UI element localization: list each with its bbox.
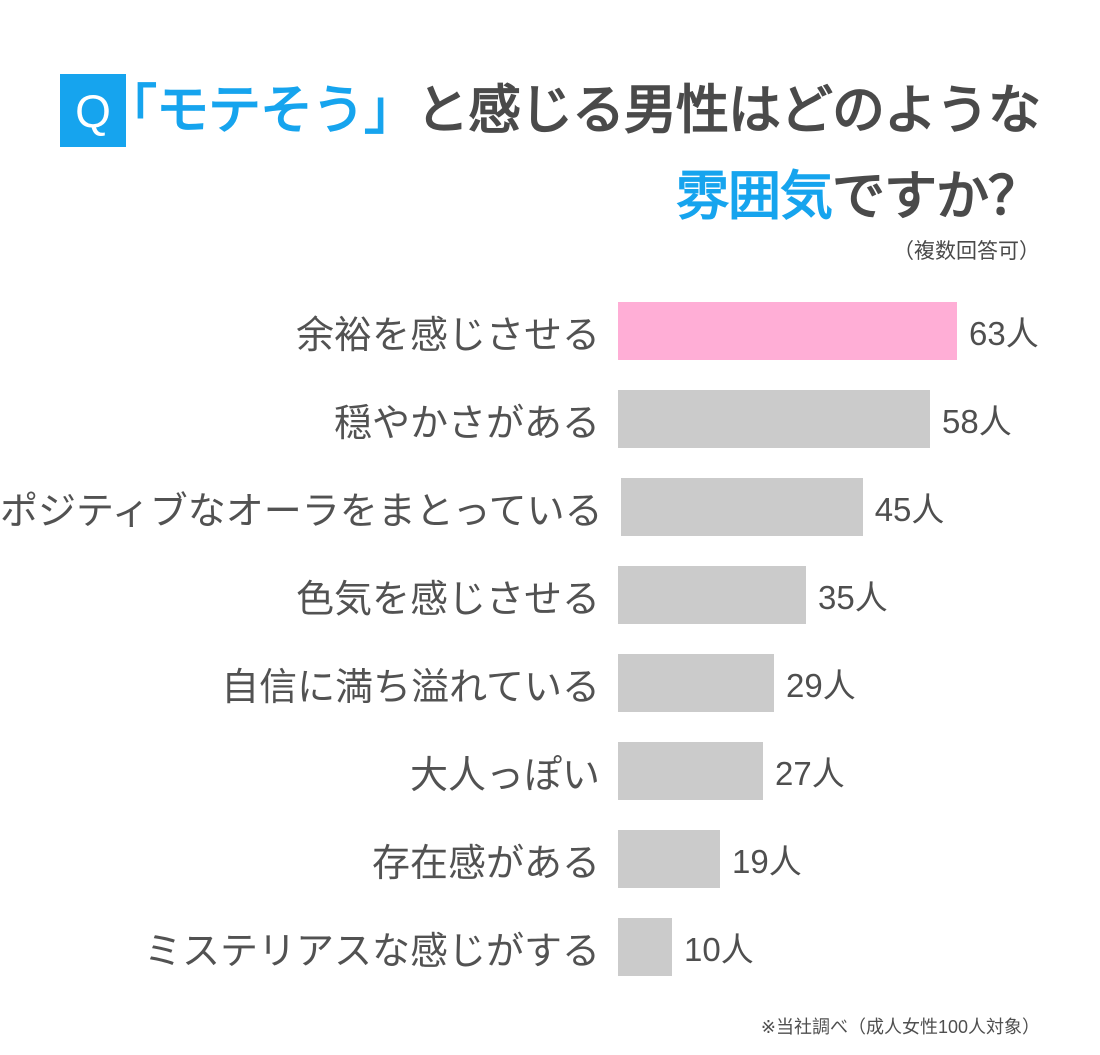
bar: [618, 390, 930, 448]
category-label: 存在感がある: [371, 842, 600, 885]
bar: [618, 918, 672, 976]
category-label: 色気を感じさせる: [295, 578, 600, 621]
bar: [618, 830, 720, 888]
chart-row: 余裕を感じさせる 63人: [0, 302, 1100, 360]
chart-row: ミステリアスな感じがする 10人: [0, 918, 1100, 976]
value-label: 35人: [818, 579, 888, 616]
title-highlight-funiki: 雰囲気: [676, 167, 833, 226]
title-line-1: 「モテそう」と感じる男性はどのような: [104, 68, 1041, 154]
value-label: 10人: [684, 931, 754, 968]
value-label: 45人: [874, 491, 945, 528]
bar: [618, 302, 957, 360]
header: 「モテそう」と感じる男性はどのような 雰囲気ですか？ （複数回答可）: [60, 68, 1041, 266]
title-line2-rest: ですか？: [832, 167, 1041, 226]
multiple-answers-note: （複数回答可）: [893, 240, 1040, 263]
chart-row: 大人っぽい 27人: [0, 742, 1100, 800]
category-label: 自信に満ち溢れている: [221, 666, 600, 709]
chart-row: ポジティブなオーラをまとっている 45人: [0, 478, 1100, 536]
bar: [620, 478, 863, 536]
value-label: 29人: [786, 667, 856, 704]
category-label: ポジティブなオーラをまとっている: [0, 490, 603, 533]
category-label: 大人っぽい: [409, 754, 600, 797]
title-highlight-motesou: 「モテそう」: [104, 81, 417, 140]
value-label: 63人: [969, 315, 1039, 352]
bar: [618, 566, 806, 624]
question-badge: Q: [60, 74, 126, 147]
bar-chart: 余裕を感じさせる 63人 穏やかさがある 58人 ポジティブなオーラをまとってい…: [0, 302, 1100, 1006]
value-label: 27人: [775, 755, 845, 792]
chart-row: 穏やかさがある 58人: [0, 390, 1100, 448]
category-label: 穏やかさがある: [333, 402, 600, 445]
source-note: ※当社調べ（成人女性100人対象）: [760, 1017, 1040, 1037]
title-line-2: 雰囲気ですか？: [676, 154, 1041, 240]
category-label: 余裕を感じさせる: [295, 314, 600, 357]
value-label: 58人: [942, 403, 1012, 440]
chart-row: 色気を感じさせる 35人: [0, 566, 1100, 624]
chart-row: 存在感がある 19人: [0, 830, 1100, 888]
value-label: 19人: [732, 843, 802, 880]
chart-row: 自信に満ち溢れている 29人: [0, 654, 1100, 712]
bar: [618, 742, 763, 800]
category-label: ミステリアスな感じがする: [143, 930, 600, 973]
bar: [618, 654, 774, 712]
title-line1-rest: と感じる男性はどのような: [416, 81, 1041, 140]
